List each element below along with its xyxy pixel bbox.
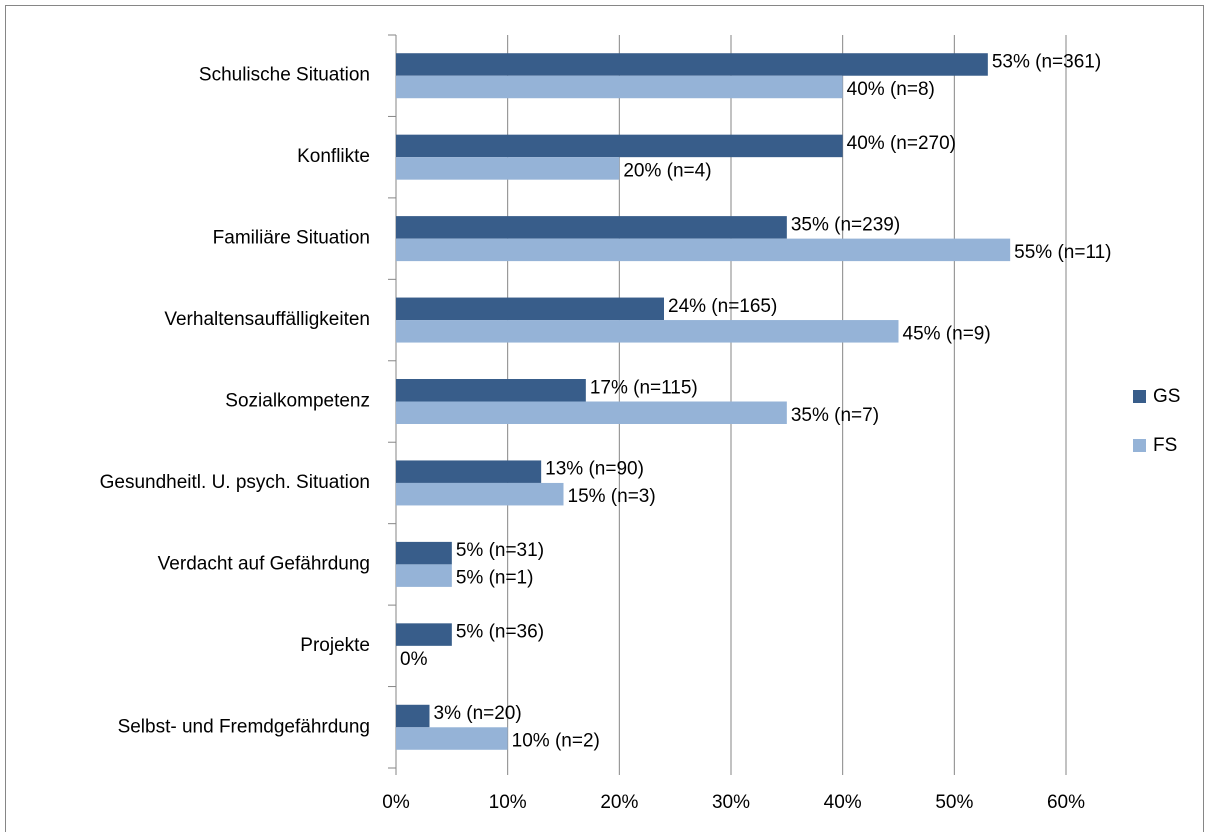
value-label: 53% (n=361) bbox=[992, 51, 1101, 72]
y-tick-label: Familiäre Situation bbox=[213, 228, 370, 249]
value-label: 10% (n=2) bbox=[512, 731, 600, 752]
legend-swatch bbox=[1133, 390, 1146, 403]
value-label: 40% (n=8) bbox=[847, 79, 935, 100]
x-tick-label: 40% bbox=[824, 792, 862, 813]
value-label: 35% (n=7) bbox=[791, 405, 879, 426]
bar bbox=[396, 216, 787, 239]
legend-label: GS bbox=[1153, 386, 1180, 407]
x-tick-label: 60% bbox=[1047, 792, 1085, 813]
value-label: 35% (n=239) bbox=[791, 214, 900, 235]
value-label: 13% (n=90) bbox=[545, 459, 644, 480]
value-label: 5% (n=31) bbox=[456, 540, 544, 561]
bar bbox=[396, 541, 452, 565]
bar bbox=[396, 75, 843, 99]
y-tick-label: Schulische Situation bbox=[199, 65, 370, 86]
chart-frame bbox=[5, 5, 1204, 832]
bar bbox=[396, 379, 586, 402]
bar bbox=[396, 320, 899, 343]
y-tick-label: Sozialkompetenz bbox=[225, 391, 370, 412]
bar bbox=[396, 460, 542, 483]
value-label: 15% (n=3) bbox=[568, 486, 656, 507]
y-tick-label: Projekte bbox=[300, 635, 370, 656]
bar bbox=[396, 53, 988, 76]
x-tick-label: 20% bbox=[600, 792, 638, 813]
bar bbox=[396, 623, 452, 646]
value-label: 5% (n=1) bbox=[456, 568, 534, 589]
value-label: 24% (n=165) bbox=[668, 296, 777, 317]
y-tick-label: Verhaltensauffälligkeiten bbox=[164, 309, 370, 330]
y-tick-label: Verdacht auf Gefährdung bbox=[158, 553, 370, 574]
value-label: 3% (n=20) bbox=[434, 703, 522, 724]
y-tick-label: Selbst- und Fremdgefährdung bbox=[118, 716, 370, 737]
x-tick-label: 50% bbox=[935, 792, 973, 813]
legend-swatch bbox=[1133, 439, 1146, 452]
bar bbox=[396, 134, 843, 158]
value-label: 0% bbox=[400, 649, 428, 670]
bar bbox=[396, 157, 620, 180]
y-tick-label: Gesundheitl. U. psych. Situation bbox=[100, 472, 370, 493]
bar bbox=[396, 564, 452, 587]
x-tick-label: 0% bbox=[382, 792, 410, 813]
bar bbox=[396, 727, 508, 750]
x-tick-label: 10% bbox=[489, 792, 527, 813]
y-tick-label: Konflikte bbox=[297, 146, 370, 167]
value-label: 55% (n=11) bbox=[1014, 242, 1111, 263]
bar bbox=[396, 704, 430, 728]
legend-label: FS bbox=[1153, 435, 1177, 456]
value-label: 20% (n=4) bbox=[623, 160, 711, 181]
value-label: 17% (n=115) bbox=[590, 377, 698, 398]
value-label: 5% (n=36) bbox=[456, 622, 544, 643]
x-tick-label: 30% bbox=[712, 792, 750, 813]
bar bbox=[396, 238, 1011, 262]
bar bbox=[396, 401, 787, 424]
bar bbox=[396, 482, 564, 506]
value-label: 40% (n=270) bbox=[847, 133, 956, 154]
bar bbox=[396, 297, 664, 321]
value-label: 45% (n=9) bbox=[903, 323, 991, 344]
